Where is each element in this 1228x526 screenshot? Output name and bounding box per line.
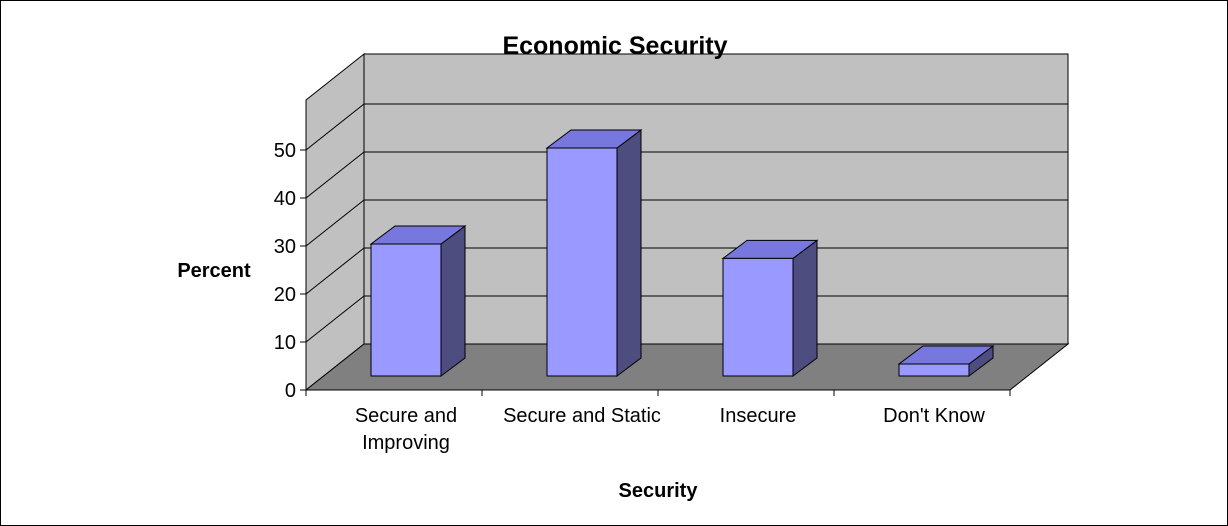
gridline-side-30 bbox=[305, 199, 365, 247]
back-wall bbox=[363, 53, 1069, 345]
x-tick-labels: Secure and Improving Secure and Static Inse… bbox=[355, 405, 986, 454]
bar-front-0 bbox=[370, 243, 442, 377]
x-tick-label-line: Improving bbox=[362, 432, 450, 454]
y-tick-label-20: 20 bbox=[274, 284, 296, 306]
x-tick-label-0: Secure and Improving bbox=[355, 405, 457, 454]
gridline-side-10 bbox=[305, 295, 365, 343]
bar-side-0 bbox=[440, 225, 466, 377]
y-axis-title: Percent bbox=[177, 260, 251, 282]
y-tick-label-30: 30 bbox=[274, 236, 296, 258]
bar-2 bbox=[721, 239, 819, 377]
y-tick-labels: 0 10 20 30 40 50 bbox=[274, 140, 296, 402]
y-tick-label-50: 50 bbox=[274, 140, 296, 162]
bar-front-2 bbox=[722, 257, 794, 377]
x-tick-label-line: Secure and bbox=[355, 405, 457, 427]
gridline-side-50 bbox=[305, 103, 365, 151]
gridlines bbox=[305, 103, 1068, 343]
x-tick-label-1: Secure and Static bbox=[503, 405, 661, 427]
bar-1 bbox=[545, 129, 643, 377]
gridline-side-20 bbox=[305, 247, 365, 295]
chart-title: Economic Security bbox=[502, 32, 727, 60]
x-tick-label-3: Don't Know bbox=[883, 405, 985, 427]
bar-side-2 bbox=[792, 239, 818, 377]
x-tick-label-2: Insecure bbox=[720, 405, 797, 427]
x-tick-label-line: Secure and Static bbox=[503, 405, 661, 427]
y-tick-label-40: 40 bbox=[274, 188, 296, 210]
bars bbox=[369, 129, 995, 377]
gridline-side-40 bbox=[305, 151, 365, 199]
x-tick-label-line: Don't Know bbox=[883, 405, 985, 427]
bar-3 bbox=[897, 345, 995, 377]
x-axis-title: Security bbox=[619, 480, 699, 502]
y-tick-label-10: 10 bbox=[274, 332, 296, 354]
axes bbox=[300, 100, 1011, 396]
bar-front-1 bbox=[546, 147, 618, 377]
side-wall bbox=[305, 52, 365, 392]
bar-side-1 bbox=[616, 129, 642, 377]
bar-front-3 bbox=[898, 363, 970, 377]
x-tick-label-line: Insecure bbox=[720, 405, 797, 427]
bar-0 bbox=[369, 225, 467, 377]
y-tick-label-0: 0 bbox=[285, 380, 296, 402]
